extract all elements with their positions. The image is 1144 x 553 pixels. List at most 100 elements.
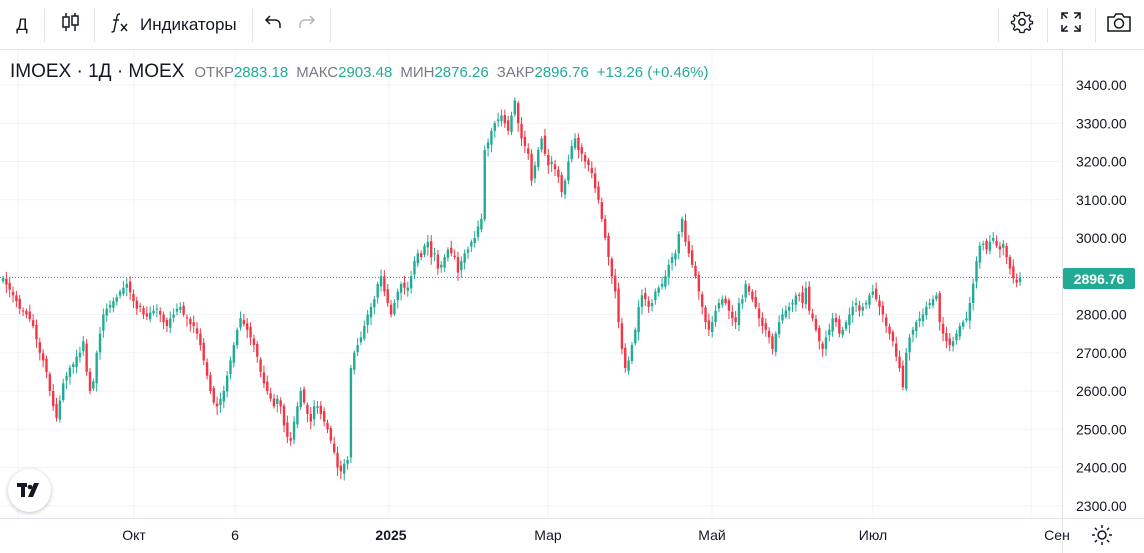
candle-body: [28, 311, 31, 320]
candle-body: [189, 318, 192, 325]
candle-body: [446, 249, 450, 258]
candle-body: [379, 276, 383, 287]
candle-body: [587, 160, 590, 166]
redo-button[interactable]: [290, 0, 324, 49]
candle-body: [808, 286, 811, 311]
candle-body: [523, 136, 527, 147]
candle-body: [276, 398, 279, 405]
candle-body: [135, 300, 139, 309]
candle-body: [363, 325, 366, 339]
candle-body: [58, 400, 62, 420]
candle-body: [306, 404, 309, 414]
undo-button[interactable]: [256, 0, 290, 49]
candle-body: [975, 260, 978, 282]
candle-body: [319, 405, 323, 414]
symbol-title[interactable]: IMOEX · 1Д · MOEX: [10, 61, 185, 82]
candle-body: [838, 319, 841, 334]
candle-body: [868, 295, 871, 305]
candle-body: [192, 322, 195, 326]
candle-body: [992, 238, 995, 241]
time-axis-label: 2025: [375, 527, 406, 543]
candle-body: [781, 314, 784, 321]
candle-body: [506, 120, 510, 131]
candle-body: [266, 381, 269, 391]
candle-body: [607, 235, 610, 258]
candle-body: [15, 295, 18, 302]
candle-body: [108, 304, 112, 308]
candle-body: [18, 298, 21, 309]
candle-body: [674, 253, 677, 260]
fullscreen-button[interactable]: [1050, 0, 1092, 49]
screenshot-button[interactable]: [1097, 0, 1141, 49]
candle-body: [453, 255, 456, 258]
candle-body: [761, 317, 764, 326]
candle-body: [182, 305, 185, 315]
candle-body: [45, 358, 48, 372]
candle-body: [757, 308, 761, 319]
candle-body: [801, 292, 804, 304]
tradingview-logo[interactable]: [8, 469, 51, 512]
candle-body: [172, 314, 175, 318]
candle-body: [8, 282, 11, 290]
candle-body: [212, 388, 215, 403]
candle-body: [941, 323, 945, 334]
candle-body: [603, 218, 607, 238]
candle-body: [978, 245, 982, 263]
candle-body: [901, 365, 905, 388]
price-scale-label: 2700.00: [1076, 345, 1127, 361]
candle-body: [864, 303, 868, 305]
candle-body: [148, 312, 152, 320]
symbol-legend: IMOEX · 1Д · MOEX ОТКР 2883.18 МАКС 2903…: [10, 61, 708, 83]
candle-body: [440, 264, 443, 268]
interval-label: Д: [16, 14, 28, 34]
candle-body: [500, 115, 503, 122]
candle-body: [590, 168, 593, 173]
candle-body: [744, 283, 747, 298]
candle-body: [898, 356, 901, 369]
candle-body: [433, 253, 436, 255]
settings-button[interactable]: [1000, 0, 1044, 49]
candle-body: [346, 459, 349, 464]
indicators-button[interactable]: Индикаторы: [100, 0, 258, 49]
candle-body: [747, 286, 751, 292]
candle-body: [38, 342, 41, 353]
candle-body: [199, 333, 202, 346]
axis-settings-button[interactable]: [1090, 523, 1114, 547]
candle-body: [1002, 243, 1005, 248]
candle-body: [597, 186, 600, 200]
candle-body: [359, 337, 363, 343]
candle-body: [1018, 277, 1022, 283]
candle-body: [878, 300, 881, 307]
chart-type-button[interactable]: [48, 0, 92, 49]
candle-body: [580, 147, 583, 154]
candle-body: [644, 293, 647, 300]
toolbar-divider: [252, 8, 253, 42]
candle-body: [219, 398, 222, 406]
candle-body: [292, 421, 296, 440]
interval-button[interactable]: Д: [0, 0, 44, 49]
candle-body: [754, 296, 757, 307]
candle-body: [426, 241, 430, 248]
candle-body: [537, 150, 540, 168]
candle-body: [373, 299, 376, 308]
candle-body: [771, 336, 774, 349]
candle-body: [205, 362, 209, 376]
candle-body: [861, 306, 864, 311]
candle-body: [955, 333, 958, 341]
price-scale-label: 3300.00: [1076, 115, 1127, 131]
price-scale-label: 2300.00: [1076, 498, 1127, 514]
candle-body: [225, 375, 229, 392]
candle-body: [751, 291, 754, 300]
candle-body: [48, 374, 52, 391]
candle-body: [105, 308, 108, 316]
candle-body: [530, 153, 533, 181]
candle-body: [312, 406, 316, 420]
candle-body: [85, 343, 88, 372]
candle-body: [332, 443, 336, 453]
candle-body: [185, 317, 189, 319]
candle-body: [600, 202, 604, 219]
candle-body: [905, 352, 908, 389]
candle-body: [570, 146, 573, 160]
candle-body: [610, 258, 614, 277]
candle-body: [222, 391, 225, 402]
